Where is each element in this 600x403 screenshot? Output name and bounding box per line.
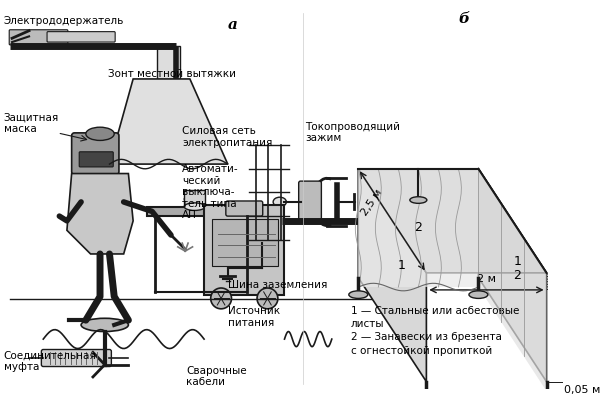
- Ellipse shape: [349, 291, 368, 298]
- FancyBboxPatch shape: [212, 219, 278, 266]
- Polygon shape: [109, 79, 228, 164]
- Text: Силовая сеть
электропитания: Силовая сеть электропитания: [182, 126, 272, 148]
- FancyBboxPatch shape: [157, 46, 181, 79]
- Text: 2 м: 2 м: [477, 274, 496, 284]
- Text: б: б: [459, 12, 470, 26]
- FancyBboxPatch shape: [9, 30, 68, 45]
- Ellipse shape: [417, 395, 436, 403]
- Ellipse shape: [184, 195, 205, 203]
- FancyBboxPatch shape: [41, 349, 112, 366]
- Ellipse shape: [537, 395, 556, 403]
- FancyBboxPatch shape: [299, 181, 322, 223]
- Text: 2: 2: [415, 221, 422, 235]
- Polygon shape: [478, 169, 547, 382]
- Text: Зонт местной вытяжки: Зонт местной вытяжки: [107, 69, 236, 79]
- FancyBboxPatch shape: [370, 212, 386, 227]
- Text: Защитная
маска: Защитная маска: [4, 112, 59, 134]
- Text: Автомати-
ческий
выключа-
тель типа
АП: Автомати- ческий выключа- тель типа АП: [182, 164, 239, 220]
- Text: а: а: [227, 18, 238, 32]
- FancyBboxPatch shape: [204, 205, 284, 295]
- Ellipse shape: [273, 197, 286, 207]
- FancyBboxPatch shape: [226, 201, 263, 216]
- FancyBboxPatch shape: [184, 190, 205, 207]
- Text: Шина заземления: Шина заземления: [228, 280, 327, 291]
- FancyBboxPatch shape: [242, 205, 281, 245]
- Text: 1: 1: [513, 255, 521, 268]
- Ellipse shape: [211, 288, 232, 309]
- Ellipse shape: [184, 203, 205, 210]
- Polygon shape: [67, 174, 133, 254]
- Ellipse shape: [81, 318, 128, 332]
- Polygon shape: [358, 169, 547, 273]
- Text: 2,5 м: 2,5 м: [359, 187, 384, 217]
- Polygon shape: [358, 169, 478, 287]
- Polygon shape: [358, 169, 427, 382]
- Text: Соединительная
муфта: Соединительная муфта: [4, 351, 96, 372]
- FancyBboxPatch shape: [47, 32, 115, 42]
- FancyBboxPatch shape: [71, 133, 119, 174]
- Ellipse shape: [86, 127, 114, 140]
- FancyBboxPatch shape: [148, 207, 256, 216]
- Text: 0,05 м: 0,05 м: [563, 385, 600, 395]
- Text: Токопроводящий
зажим: Токопроводящий зажим: [305, 122, 400, 143]
- Text: 1: 1: [398, 259, 406, 272]
- Text: Сварочные
кабели: Сварочные кабели: [186, 366, 247, 387]
- Text: Электрододержатель: Электрододержатель: [4, 16, 124, 25]
- Polygon shape: [478, 169, 547, 391]
- FancyBboxPatch shape: [79, 152, 113, 167]
- Ellipse shape: [469, 291, 488, 298]
- Text: Источник
питания: Источник питания: [228, 306, 280, 328]
- Text: 1 — Стальные или асбестовые
листы
2 — Занавески из брезента
с огнестойкой пропит: 1 — Стальные или асбестовые листы 2 — За…: [351, 306, 519, 355]
- Ellipse shape: [410, 197, 427, 204]
- Ellipse shape: [257, 288, 278, 309]
- Text: 2: 2: [513, 269, 521, 282]
